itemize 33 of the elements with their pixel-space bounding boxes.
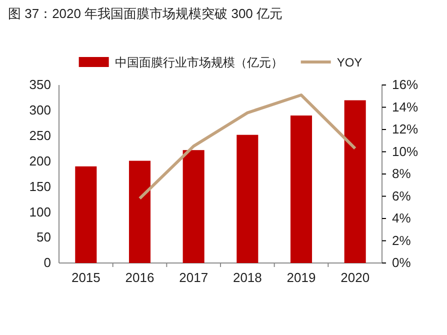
x-tick-label: 2017 bbox=[179, 270, 208, 286]
line-series bbox=[138, 94, 357, 200]
y-tick-label: 350 bbox=[29, 77, 51, 92]
x-tick-label: 2019 bbox=[286, 270, 316, 286]
y2-tick-label: 12% bbox=[392, 122, 418, 137]
chart-title: 图 37：2020 年我国面膜市场规模突破 300 亿元 bbox=[8, 6, 283, 21]
legend-label: YOY bbox=[336, 56, 362, 70]
y2-tick-label: 10% bbox=[392, 144, 418, 159]
bar bbox=[75, 166, 97, 263]
y2-tick-label: 8% bbox=[392, 166, 412, 182]
y-tick-label: 250 bbox=[29, 128, 51, 144]
bar bbox=[182, 150, 204, 263]
y2-tick-label: 6% bbox=[392, 188, 412, 204]
y2-tick-label: 4% bbox=[392, 210, 412, 226]
y-tick-label: 50 bbox=[36, 230, 51, 245]
y-tick-label: 150 bbox=[29, 178, 51, 194]
x-tick-label: 2015 bbox=[71, 270, 100, 286]
y-tick-label: 300 bbox=[29, 102, 51, 118]
bar bbox=[236, 134, 258, 263]
y-tick-label: 100 bbox=[29, 204, 51, 220]
bar bbox=[344, 100, 366, 263]
y-tick-label: 0 bbox=[44, 255, 51, 270]
x-tick-label: 2016 bbox=[125, 270, 154, 286]
y2-tick-label: 0% bbox=[392, 255, 412, 270]
bar bbox=[290, 116, 312, 263]
y2-tick-label: 14% bbox=[392, 99, 418, 114]
x-tick-label: 2018 bbox=[232, 270, 262, 286]
y-tick-label: 200 bbox=[29, 153, 51, 168]
y2-tick-label: 16% bbox=[392, 77, 418, 92]
bar bbox=[128, 160, 151, 263]
x-tick-label: 2020 bbox=[340, 270, 370, 286]
legend-label: 中国面膜行业市场规模（亿元） bbox=[114, 56, 283, 70]
y2-tick-label: 2% bbox=[392, 232, 412, 248]
